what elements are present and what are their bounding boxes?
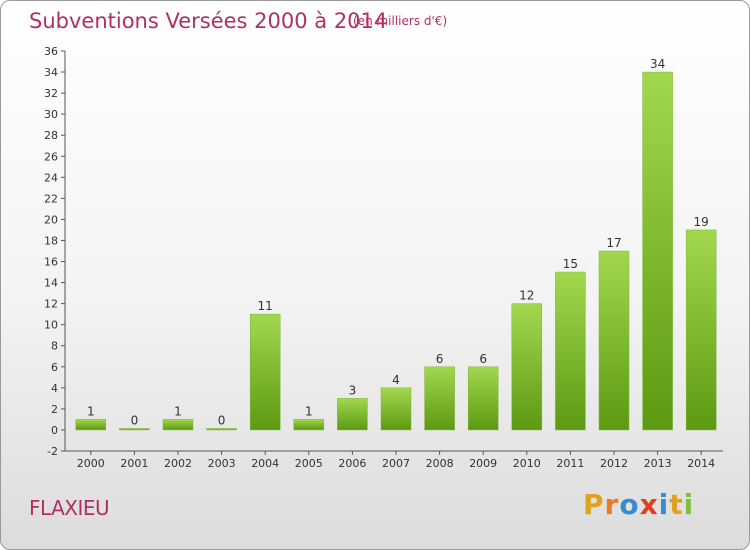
logo-letter: P bbox=[583, 488, 605, 521]
y-tick-label: 0 bbox=[51, 424, 58, 437]
y-tick-label: 28 bbox=[44, 129, 58, 142]
x-tick-label: 2000 bbox=[77, 457, 105, 470]
data-label-2001: 0 bbox=[131, 413, 139, 427]
x-tick-label: 2005 bbox=[295, 457, 323, 470]
y-tick-label: 26 bbox=[44, 150, 58, 163]
y-tick-label: 20 bbox=[44, 213, 58, 226]
data-label-2000: 1 bbox=[87, 404, 95, 418]
bar-2000 bbox=[75, 419, 107, 431]
y-tick-label: 36 bbox=[44, 45, 58, 58]
y-tick-label: 14 bbox=[44, 277, 58, 290]
data-label-2004: 11 bbox=[258, 299, 273, 313]
bar-2014 bbox=[685, 229, 717, 431]
y-tick-label: 2 bbox=[51, 403, 58, 416]
y-tick-label: 4 bbox=[51, 382, 58, 395]
bar-2012 bbox=[598, 250, 630, 431]
x-tick-label: 2011 bbox=[556, 457, 584, 470]
data-label-2009: 6 bbox=[479, 352, 487, 366]
x-tick-label: 2006 bbox=[338, 457, 366, 470]
bar-2004 bbox=[249, 313, 281, 431]
bar-2001 bbox=[119, 428, 150, 431]
logo-letter: t bbox=[669, 488, 684, 521]
x-tick-label: 2002 bbox=[164, 457, 192, 470]
x-tick-label: 2004 bbox=[251, 457, 279, 470]
y-tick-label: 32 bbox=[44, 87, 58, 100]
x-tick-label: 2013 bbox=[644, 457, 672, 470]
logo-letter: i bbox=[658, 488, 670, 521]
bar-2008 bbox=[424, 366, 455, 431]
y-tick-label: 34 bbox=[44, 66, 58, 79]
data-label-2008: 6 bbox=[436, 352, 444, 366]
x-tick-label: 2010 bbox=[513, 457, 541, 470]
data-label-2005: 1 bbox=[305, 404, 313, 418]
x-tick-label: 2009 bbox=[469, 457, 497, 470]
logo-letter: i bbox=[683, 488, 695, 521]
y-tick-label: 10 bbox=[44, 319, 58, 332]
y-tick-label: 24 bbox=[44, 171, 58, 184]
y-tick-label: 16 bbox=[44, 256, 58, 269]
bar-2007 bbox=[380, 387, 412, 431]
bar-2005 bbox=[293, 419, 325, 431]
y-tick-label: 6 bbox=[51, 361, 58, 374]
x-tick-label: 2014 bbox=[687, 457, 715, 470]
proxiti-logo[interactable]: Proxiti bbox=[583, 488, 694, 521]
bar-2010 bbox=[511, 303, 543, 431]
commune-name: FLAXIEU bbox=[29, 496, 110, 520]
data-label-2011: 15 bbox=[563, 257, 578, 271]
data-label-2013: 34 bbox=[650, 57, 665, 71]
data-label-2003: 0 bbox=[218, 413, 226, 427]
y-tick-label: 22 bbox=[44, 192, 58, 205]
data-label-2012: 17 bbox=[606, 236, 621, 250]
logo-letter: r bbox=[604, 488, 620, 521]
x-tick-label: 2012 bbox=[600, 457, 628, 470]
x-tick-label: 2007 bbox=[382, 457, 410, 470]
data-label-2006: 3 bbox=[349, 383, 357, 397]
x-tick-label: 2008 bbox=[426, 457, 454, 470]
y-tick-label: 30 bbox=[44, 108, 58, 121]
y-tick-label: 18 bbox=[44, 234, 58, 247]
chart-subtitle: (en milliers d'€) bbox=[353, 14, 448, 28]
x-tick-label: 2001 bbox=[120, 457, 148, 470]
bar-2011 bbox=[555, 271, 586, 431]
data-label-2007: 4 bbox=[392, 373, 400, 387]
y-tick-label: 8 bbox=[51, 340, 58, 353]
bar-2009 bbox=[467, 366, 499, 431]
x-tick-label: 2003 bbox=[208, 457, 236, 470]
data-label-2014: 19 bbox=[694, 215, 709, 229]
y-tick-label: -2 bbox=[47, 445, 58, 458]
logo-letter: o bbox=[619, 488, 640, 521]
bar-2013 bbox=[642, 71, 673, 431]
chart-title: Subventions Versées 2000 à 2014 bbox=[29, 9, 388, 33]
bar-2002 bbox=[162, 419, 194, 431]
data-label-2002: 1 bbox=[174, 404, 182, 418]
y-tick-label: 12 bbox=[44, 298, 58, 311]
data-label-2010: 12 bbox=[519, 289, 534, 303]
logo-letter: x bbox=[639, 488, 659, 521]
bar-2006 bbox=[337, 398, 368, 431]
bar-2003 bbox=[206, 428, 237, 431]
